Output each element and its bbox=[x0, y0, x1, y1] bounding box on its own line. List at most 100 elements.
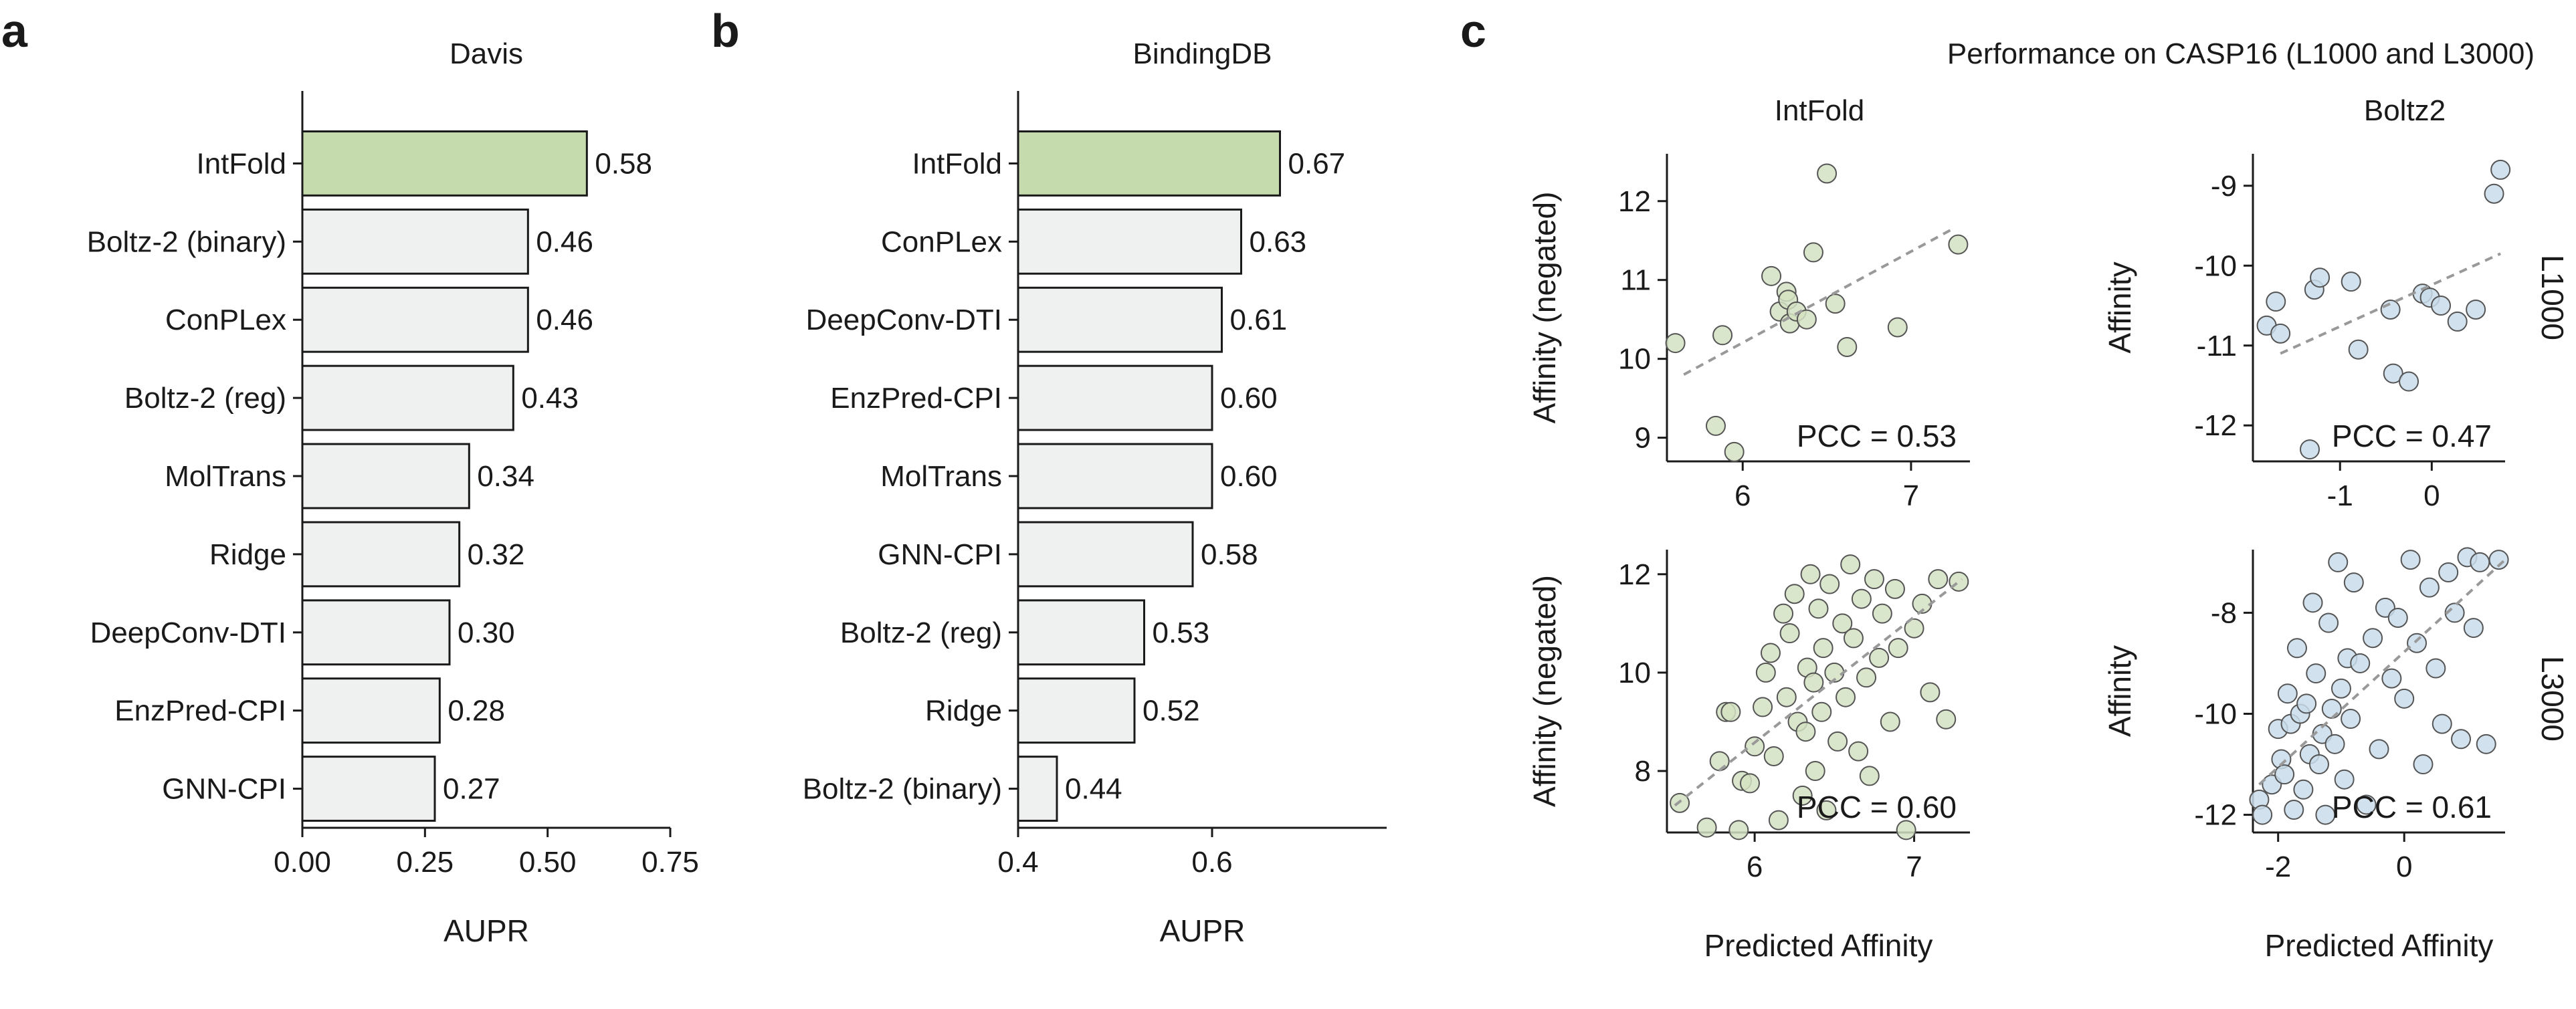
category-label-intfold: IntFold bbox=[196, 147, 286, 180]
category-label-deepconv-dti: DeepConv-DTI bbox=[806, 304, 1002, 336]
bar-gnn-cpi bbox=[1017, 521, 1194, 588]
ytick-label-0: -12 bbox=[2194, 409, 2237, 442]
data-point-14 bbox=[2447, 311, 2468, 332]
data-point-5 bbox=[2274, 764, 2295, 785]
data-point-8 bbox=[2284, 800, 2304, 820]
data-point-17 bbox=[1784, 584, 1805, 604]
category-label-boltz-2-binary: Boltz-2 (binary) bbox=[87, 225, 286, 258]
data-point-48 bbox=[2476, 734, 2496, 754]
value-label-ridge: 0.52 bbox=[1143, 695, 1200, 727]
data-point-39 bbox=[2419, 577, 2440, 598]
bar-gnn-cpi bbox=[301, 756, 436, 822]
data-point-2 bbox=[1705, 415, 1726, 436]
bindingdb-bar-chart: BindingDB IntFold 0.67 ConPLex 0.63 DeepConv-… bbox=[803, 37, 1387, 948]
data-point-2 bbox=[2270, 323, 2291, 344]
value-label-boltz-2-binary: 0.44 bbox=[1065, 773, 1122, 806]
xtick-label-1: 7 bbox=[1903, 479, 1919, 512]
xtick-label-1: 0.6 bbox=[1191, 846, 1232, 879]
value-label-moltrans: 0.60 bbox=[1220, 460, 1278, 493]
category-label-deepconv-dti: DeepConv-DTI bbox=[90, 616, 286, 649]
data-point-3 bbox=[2299, 439, 2320, 460]
category-label-ridge: Ridge bbox=[209, 538, 286, 571]
category-label-boltz-2-reg: Boltz-2 (reg) bbox=[124, 382, 286, 415]
bar-intfold bbox=[1017, 130, 1281, 197]
bar-conplex bbox=[1017, 208, 1242, 275]
category-label-boltz-2-reg: Boltz-2 (reg) bbox=[840, 616, 1002, 649]
data-point-49 bbox=[2488, 550, 2509, 570]
xtick-label-0: -1 bbox=[2327, 479, 2353, 512]
data-point-49 bbox=[1920, 682, 1941, 703]
ytick-label-1: -11 bbox=[2197, 330, 2237, 362]
scatter-intfold-l1000: 9 10 11 12 6 7 PCC = 0.53 Affinity (negated) bbox=[1527, 154, 1970, 512]
data-point-24 bbox=[1805, 761, 1825, 782]
bar-enzpred-cpi bbox=[301, 677, 441, 744]
data-point-46 bbox=[1896, 820, 1916, 840]
category-label-gnn-cpi: GNN-CPI bbox=[878, 538, 1002, 571]
bar-boltz-2-reg bbox=[301, 364, 514, 431]
data-point-22 bbox=[2328, 552, 2349, 572]
category-label-intfold: IntFold bbox=[912, 147, 1002, 180]
data-point-11 bbox=[1760, 643, 1781, 663]
data-point-46 bbox=[2463, 618, 2484, 639]
casp16-title: Performance on CASP16 (L1000 and L3000) bbox=[1947, 37, 2535, 70]
data-point-8 bbox=[1745, 736, 1765, 757]
data-point-9 bbox=[2383, 363, 2403, 384]
panel-letter-c: c bbox=[1460, 5, 1486, 57]
y-axis-label: Affinity (negated) bbox=[1527, 575, 1562, 807]
data-point-2 bbox=[1709, 751, 1730, 772]
data-point-13 bbox=[1768, 810, 1789, 830]
ytick-label-1: 10 bbox=[1618, 343, 1651, 376]
data-point-50 bbox=[1928, 569, 1949, 590]
trend-line bbox=[1683, 227, 1954, 376]
panel-letter-a: a bbox=[1, 5, 28, 57]
data-point-23 bbox=[1803, 672, 1824, 693]
xtick-label-1: 0 bbox=[2396, 851, 2412, 883]
data-point-44 bbox=[1884, 578, 1905, 599]
scatter-boltz2-l3000: -12 -10 -8 -2 0 PCC = 0.61 Affinity Predicted A… bbox=[2102, 547, 2509, 963]
data-point-12 bbox=[2296, 693, 2317, 714]
data-point-0 bbox=[1665, 333, 1686, 354]
data-point-16 bbox=[2484, 183, 2504, 204]
data-point-6 bbox=[2277, 683, 2298, 704]
data-point-34 bbox=[1840, 554, 1861, 575]
data-point-10 bbox=[1755, 662, 1776, 683]
data-point-19 bbox=[2318, 612, 2339, 633]
data-point-16 bbox=[1948, 234, 1969, 255]
scatter-intfold-l3000: 8 10 12 6 7 PCC = 0.60 Affinity (negated) Predi… bbox=[1527, 550, 1970, 963]
trend-line bbox=[2280, 252, 2501, 355]
data-point-4 bbox=[1761, 265, 1782, 286]
data-point-28 bbox=[1816, 800, 1837, 820]
data-point-31 bbox=[1827, 731, 1848, 752]
data-point-42 bbox=[2438, 562, 2459, 582]
data-point-33 bbox=[2381, 668, 2402, 689]
chart-title: Davis bbox=[450, 37, 523, 70]
trend-line bbox=[1674, 578, 1963, 807]
data-point-5 bbox=[1728, 820, 1749, 840]
data-point-36 bbox=[1848, 741, 1869, 762]
bar-boltz-2-reg bbox=[1017, 599, 1145, 666]
data-point-40 bbox=[2425, 658, 2446, 679]
data-point-30 bbox=[2363, 628, 2383, 649]
xtick-label-1: 7 bbox=[1906, 851, 1922, 883]
data-point-43 bbox=[1880, 711, 1900, 732]
data-point-20 bbox=[2321, 698, 2342, 719]
data-point-1 bbox=[1712, 325, 1733, 346]
data-point-9 bbox=[2286, 638, 2307, 659]
data-point-31 bbox=[2369, 739, 2389, 760]
value-label-conplex: 0.63 bbox=[1250, 225, 1307, 258]
x-axis-label: Predicted Affinity bbox=[2265, 928, 2494, 963]
data-point-41 bbox=[1869, 647, 1890, 668]
bar-deepconv-dti bbox=[301, 599, 451, 666]
bar-ridge bbox=[301, 521, 461, 588]
data-point-15 bbox=[2466, 299, 2486, 320]
casp16-scatter-grid: Performance on CASP16 (L1000 and L3000) … bbox=[1527, 37, 2570, 963]
ytick-label-0: 8 bbox=[1635, 755, 1651, 788]
data-point-15 bbox=[2306, 663, 2326, 684]
bar-conplex bbox=[301, 286, 529, 353]
data-point-16 bbox=[1779, 623, 1800, 644]
data-point-40 bbox=[1864, 569, 1884, 590]
bar-moltrans bbox=[301, 443, 470, 510]
data-point-3 bbox=[1724, 441, 1745, 462]
data-point-1 bbox=[1696, 817, 1717, 838]
